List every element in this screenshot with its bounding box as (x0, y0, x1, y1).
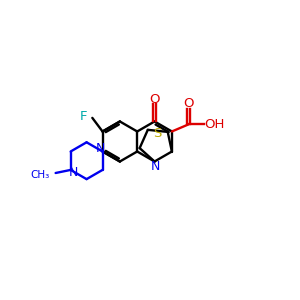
Text: N: N (151, 160, 160, 173)
Text: OH: OH (205, 118, 225, 131)
Text: N: N (68, 167, 78, 179)
Text: CH₃: CH₃ (30, 169, 50, 179)
Text: S: S (153, 127, 162, 140)
Text: F: F (80, 110, 88, 123)
Text: N: N (95, 142, 105, 155)
Text: O: O (183, 97, 194, 110)
Text: O: O (149, 93, 160, 106)
